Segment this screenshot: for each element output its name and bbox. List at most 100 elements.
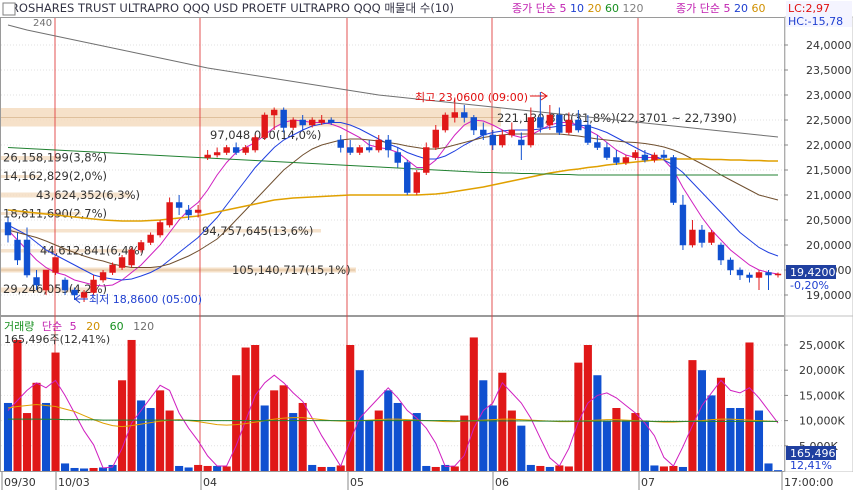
volume-bar[interactable]	[612, 408, 621, 471]
candle[interactable]	[527, 117, 535, 146]
volume-bar[interactable]	[526, 464, 535, 471]
candle[interactable]	[651, 154, 658, 161]
candle[interactable]	[213, 152, 221, 156]
volume-bar[interactable]	[716, 377, 726, 471]
candle[interactable]	[289, 119, 297, 128]
volume-bar[interactable]	[127, 339, 136, 471]
candle[interactable]	[575, 119, 582, 131]
candle[interactable]	[109, 264, 116, 273]
volume-bar[interactable]	[412, 413, 421, 471]
candle[interactable]	[518, 139, 525, 146]
candle[interactable]	[394, 152, 401, 163]
volume-bar[interactable]	[564, 466, 573, 471]
volume-bar[interactable]	[431, 466, 440, 471]
volume-bar[interactable]	[13, 339, 22, 471]
candle[interactable]	[347, 147, 354, 153]
candle[interactable]	[356, 147, 363, 153]
volume-bar[interactable]	[184, 467, 193, 471]
candle[interactable]	[270, 109, 278, 116]
candle[interactable]	[660, 154, 668, 158]
candle[interactable]	[622, 157, 630, 163]
candle[interactable]	[432, 129, 439, 148]
volume-bar[interactable]	[175, 465, 184, 471]
volume-bar[interactable]	[118, 380, 127, 471]
candle[interactable]	[309, 119, 316, 126]
volume-bar[interactable]	[156, 390, 165, 471]
candle[interactable]	[727, 259, 734, 271]
candle[interactable]	[375, 139, 382, 151]
volume-bar[interactable]	[583, 345, 592, 471]
volume-bar[interactable]	[536, 465, 545, 471]
candle[interactable]	[565, 119, 573, 133]
volume-bar[interactable]	[593, 375, 602, 471]
candle[interactable]	[299, 119, 306, 126]
candle[interactable]	[61, 279, 69, 291]
candle[interactable]	[489, 134, 497, 146]
volume-bar[interactable]	[80, 468, 89, 471]
volume-bar[interactable]	[773, 470, 783, 472]
candle[interactable]	[632, 152, 639, 158]
candle[interactable]	[508, 129, 516, 136]
candle[interactable]	[717, 244, 725, 261]
candle[interactable]	[499, 134, 506, 146]
candle[interactable]	[156, 222, 164, 236]
volume-bar[interactable]	[232, 375, 241, 471]
candle[interactable]	[223, 147, 230, 153]
candle[interactable]	[708, 232, 715, 243]
volume-bar[interactable]	[270, 390, 279, 471]
candle[interactable]	[385, 139, 392, 151]
volume-bar[interactable]	[422, 465, 431, 471]
candle[interactable]	[423, 147, 430, 173]
candle[interactable]	[442, 114, 449, 131]
candle[interactable]	[90, 279, 97, 293]
candle[interactable]	[480, 129, 487, 136]
volume-bar[interactable]	[241, 347, 250, 471]
volume-bar[interactable]	[631, 413, 640, 471]
volume-bar[interactable]	[99, 467, 108, 471]
candle[interactable]	[166, 202, 173, 226]
volume-bar[interactable]	[336, 465, 345, 471]
volume-bar[interactable]	[659, 466, 668, 471]
volume-bar[interactable]	[51, 352, 60, 471]
volume-bar[interactable]	[222, 466, 231, 471]
volume-bar[interactable]	[707, 395, 716, 471]
volume-bar[interactable]	[60, 463, 70, 471]
volume-bar[interactable]	[441, 464, 450, 471]
candle[interactable]	[413, 172, 420, 193]
candle[interactable]	[366, 147, 373, 151]
volume-bar[interactable]	[726, 408, 735, 471]
candle[interactable]	[461, 112, 468, 118]
volume-bar[interactable]	[621, 420, 630, 471]
volume-bar[interactable]	[754, 410, 764, 471]
candle[interactable]	[318, 119, 325, 123]
volume-bar[interactable]	[669, 465, 678, 471]
volume-bar[interactable]	[165, 410, 174, 471]
candle[interactable]	[4, 222, 12, 236]
candle[interactable]	[23, 239, 31, 276]
volume-bar[interactable]	[479, 380, 488, 471]
volume-bar[interactable]	[137, 400, 146, 471]
candle[interactable]	[80, 292, 88, 298]
volume-bar[interactable]	[640, 420, 649, 471]
candle[interactable]	[470, 117, 477, 131]
candlesticks[interactable]	[4, 92, 782, 302]
candle[interactable]	[613, 157, 620, 163]
volume-bar[interactable]	[260, 405, 269, 471]
volume-bar[interactable]	[488, 405, 497, 471]
candle[interactable]	[33, 277, 40, 286]
volume-bar[interactable]	[89, 467, 98, 471]
candle[interactable]	[594, 142, 601, 148]
volume-bar[interactable]	[545, 466, 554, 471]
candle[interactable]	[204, 154, 211, 158]
volume-bar[interactable]	[384, 390, 393, 471]
volume-bar[interactable]	[507, 410, 516, 471]
candle[interactable]	[537, 117, 544, 128]
candle[interactable]	[698, 229, 706, 243]
candle[interactable]	[603, 147, 611, 158]
volume-bar[interactable]	[498, 372, 507, 471]
candle[interactable]	[118, 257, 126, 268]
expand-icon[interactable]	[2, 2, 16, 16]
candle[interactable]	[175, 202, 183, 208]
volume-bar[interactable]	[317, 466, 326, 471]
volume-bar[interactable]	[745, 342, 754, 471]
